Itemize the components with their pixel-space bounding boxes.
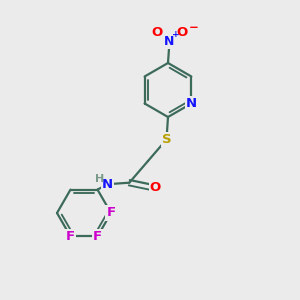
Text: F: F [93,230,102,243]
Text: −: − [189,21,198,34]
Text: O: O [150,181,161,194]
Text: N: N [164,35,175,48]
Text: O: O [151,26,163,40]
Text: O: O [176,26,188,40]
Text: N: N [102,178,113,191]
Text: N: N [186,97,197,110]
Text: F: F [66,230,75,243]
Text: S: S [162,133,171,146]
Text: H: H [95,174,104,184]
Text: +: + [172,30,180,39]
Text: F: F [106,206,116,220]
